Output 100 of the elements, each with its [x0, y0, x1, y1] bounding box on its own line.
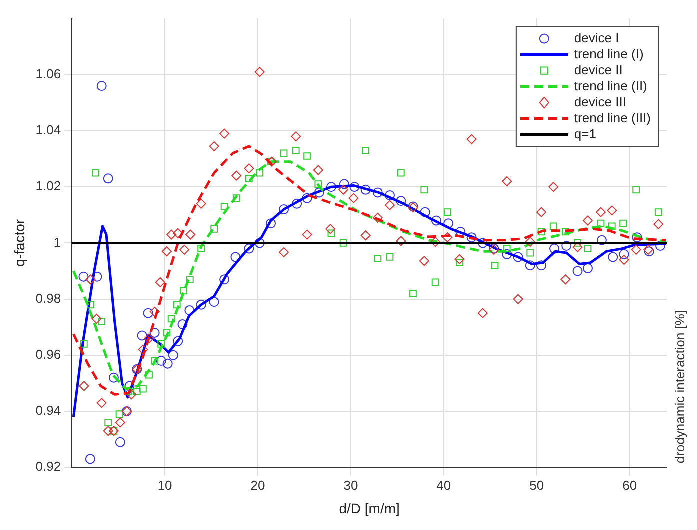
- point: [126, 390, 137, 400]
- point: [80, 340, 88, 348]
- point: [302, 193, 312, 204]
- point: [572, 266, 583, 276]
- point: [444, 208, 452, 216]
- point: [456, 259, 464, 267]
- point: [173, 301, 181, 309]
- point: [619, 249, 630, 260]
- point: [279, 204, 290, 215]
- point: [163, 329, 171, 337]
- point: [396, 196, 406, 206]
- point: [631, 244, 642, 255]
- point: [574, 240, 582, 247]
- point: [582, 263, 593, 274]
- legend-label: trend line (II): [574, 78, 648, 94]
- x-tick-label: 50: [530, 478, 544, 493]
- point: [304, 152, 311, 160]
- point: [245, 175, 253, 182]
- point: [326, 182, 336, 192]
- point: [186, 276, 194, 284]
- point: [254, 238, 265, 248]
- point: [302, 230, 312, 240]
- point: [340, 240, 348, 247]
- point: [502, 176, 512, 186]
- point: [513, 294, 524, 304]
- x-tick-label: 10: [158, 478, 172, 493]
- x-tick-label: 20: [250, 478, 266, 493]
- point: [608, 252, 618, 262]
- point: [596, 235, 607, 246]
- point: [150, 306, 160, 317]
- point: [156, 356, 166, 366]
- point: [292, 146, 300, 154]
- point: [432, 278, 440, 286]
- point: [466, 134, 477, 144]
- point: [220, 128, 230, 139]
- point: [279, 247, 290, 258]
- point: [396, 236, 406, 246]
- point: [103, 426, 114, 436]
- y-tick-label: 0.94: [36, 403, 62, 418]
- point: [654, 219, 664, 230]
- point: [313, 165, 324, 176]
- y-tick-label: 0.96: [36, 346, 62, 362]
- point: [108, 372, 119, 383]
- point: [597, 220, 605, 228]
- legend-label: q=1: [574, 126, 596, 142]
- point: [632, 232, 642, 243]
- x-tick-label: 40: [436, 478, 452, 493]
- point: [79, 381, 90, 392]
- point: [86, 274, 96, 285]
- point: [244, 164, 254, 174]
- point: [186, 230, 196, 240]
- point: [619, 255, 630, 266]
- point: [478, 308, 488, 318]
- point: [168, 315, 176, 323]
- point: [98, 318, 106, 326]
- point: [196, 198, 206, 209]
- point: [632, 186, 640, 194]
- point: [92, 314, 102, 324]
- legend-label: trend line (I): [574, 46, 644, 62]
- point: [491, 262, 499, 270]
- point: [210, 225, 218, 233]
- point: [339, 179, 350, 190]
- point: [314, 180, 322, 188]
- point: [180, 287, 188, 295]
- point: [550, 244, 560, 254]
- point: [410, 290, 417, 298]
- y-tick-label: 0.92: [36, 459, 62, 474]
- point: [178, 320, 188, 330]
- point: [562, 241, 572, 252]
- point: [360, 230, 371, 241]
- point: [420, 186, 428, 194]
- point: [386, 254, 394, 261]
- point: [292, 198, 302, 209]
- y-tick-label: 1.06: [36, 66, 62, 82]
- point: [536, 207, 547, 218]
- point: [232, 170, 242, 181]
- point: [198, 245, 205, 252]
- point: [466, 232, 477, 243]
- point: [124, 381, 135, 392]
- y-tick-label: 1.04: [36, 122, 62, 138]
- point: [104, 419, 112, 426]
- point: [256, 169, 264, 177]
- point: [372, 212, 383, 223]
- point: [115, 418, 126, 428]
- point: [397, 169, 405, 177]
- point: [133, 388, 141, 396]
- x-tick-label: 60: [622, 478, 638, 493]
- point: [162, 246, 172, 257]
- point: [162, 358, 173, 369]
- point: [525, 237, 536, 248]
- point: [362, 146, 370, 154]
- point: [158, 340, 166, 348]
- point: [280, 150, 288, 158]
- point: [78, 272, 89, 282]
- point: [291, 132, 302, 142]
- x-tick-label: 30: [344, 478, 358, 493]
- point: [209, 297, 220, 308]
- point: [220, 274, 230, 285]
- point: [150, 328, 160, 338]
- point: [140, 385, 147, 393]
